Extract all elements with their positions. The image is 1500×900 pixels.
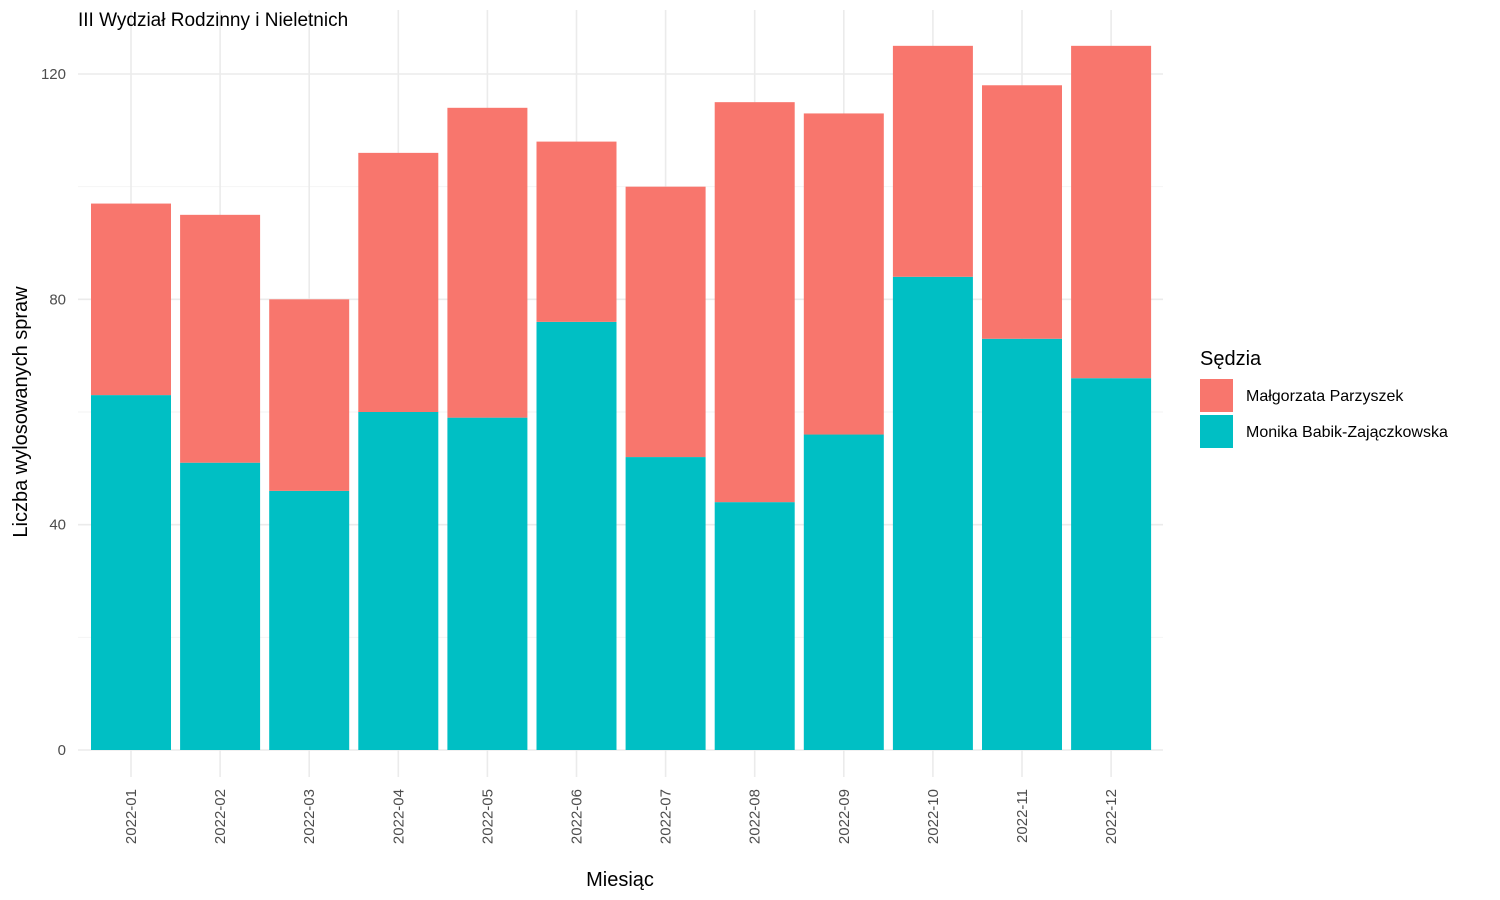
bar-segment: [269, 299, 350, 491]
bar-segment: [358, 412, 439, 750]
bars-layer: [91, 45, 1152, 750]
bar-segment: [91, 203, 171, 396]
bar-segment: [1071, 45, 1152, 379]
x-axis-ticks: 2022-01 2022-02 2022-03 2022-04 2022-05 2022-…: [123, 789, 1120, 844]
bar-segment: [269, 490, 350, 750]
legend-label: Małgorzata Parzyszek: [1246, 388, 1404, 405]
y-tick-label: 0: [58, 742, 66, 759]
bar-segment: [447, 107, 528, 418]
bar-segment: [358, 152, 439, 412]
x-tick-label: 2022-02: [212, 789, 229, 844]
legend-swatch: [1200, 415, 1233, 448]
x-tick-label: 2022-04: [390, 789, 407, 844]
y-axis-title: Liczba wylosowanych spraw: [10, 286, 32, 538]
y-tick-label: 120: [41, 66, 66, 83]
y-tick-label: 80: [49, 291, 66, 308]
legend-label: Monika Babik-Zajączkowska: [1246, 424, 1448, 441]
bar-segment: [180, 462, 261, 750]
legend-swatch: [1200, 379, 1233, 412]
x-tick-label: 2022-08: [747, 789, 764, 844]
x-tick-label: 2022-10: [925, 789, 942, 844]
bar-segment: [892, 45, 973, 277]
legend-title: Sędzia: [1200, 348, 1262, 370]
bar-segment: [982, 85, 1062, 339]
x-tick-label: 2022-12: [1103, 789, 1120, 844]
bar-segment: [714, 502, 795, 750]
x-axis-title: Miesiąc: [586, 869, 654, 891]
x-tick-label: 2022-07: [658, 789, 675, 844]
legend: Sędzia Małgorzata Parzyszek Monika Babik-…: [1200, 348, 1448, 448]
bar-segment: [803, 434, 884, 750]
bar-segment: [625, 186, 706, 458]
x-tick-label: 2022-06: [569, 789, 586, 844]
bar-segment: [625, 457, 706, 750]
bar-segment: [536, 321, 617, 750]
bar-segment: [1071, 378, 1152, 750]
legend-items: Małgorzata Parzyszek Monika Babik-Zajączk…: [1200, 379, 1448, 448]
bar-segment: [803, 113, 884, 435]
bar-segment: [714, 102, 795, 503]
bar-segment: [91, 395, 171, 750]
bar-segment: [180, 214, 261, 463]
y-tick-label: 40: [49, 517, 66, 534]
x-tick-label: 2022-11: [1014, 789, 1031, 843]
bar-segment: [536, 141, 617, 322]
bar-segment: [892, 276, 973, 750]
bar-segment: [447, 417, 528, 750]
bar-segment: [982, 338, 1062, 750]
chart-title: III Wydział Rodzinny i Nieletnich: [78, 10, 348, 31]
x-tick-label: 2022-03: [301, 789, 318, 844]
x-tick-label: 2022-09: [836, 789, 853, 844]
y-axis-ticks: 0 40 80 120: [41, 66, 66, 759]
x-tick-label: 2022-05: [479, 789, 496, 844]
x-tick-label: 2022-01: [123, 789, 140, 844]
